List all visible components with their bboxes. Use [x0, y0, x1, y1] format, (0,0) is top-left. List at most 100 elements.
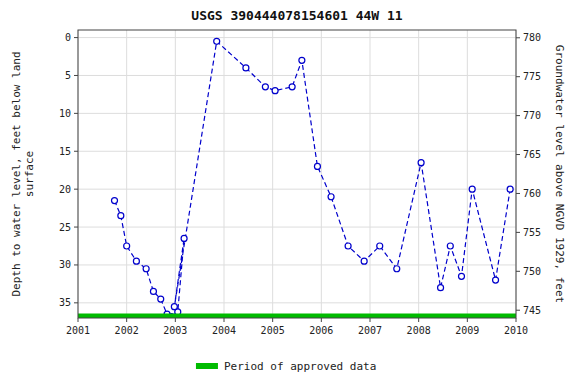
y2-tick-label: 755 [523, 227, 541, 238]
y-tick-label: 15 [59, 146, 71, 157]
y-tick-label: 20 [59, 184, 71, 195]
y-grid-line [78, 227, 516, 228]
data-point [214, 38, 220, 44]
data-point [345, 243, 351, 249]
x-tick [175, 318, 176, 322]
data-point [289, 84, 295, 90]
x-grid-line [272, 30, 273, 318]
y-tick-label: 30 [59, 259, 71, 270]
data-point [418, 160, 424, 166]
y2-tick-label: 745 [523, 305, 541, 316]
y2-tick-label: 770 [523, 110, 541, 121]
x-tick [516, 318, 517, 322]
data-point [314, 163, 320, 169]
legend: Period of approved data [196, 360, 376, 373]
series-line [115, 41, 511, 316]
data-point [112, 198, 118, 204]
data-point [328, 194, 334, 200]
chart: 2001200220032004200520062007200820092010… [0, 0, 576, 384]
y-tick [74, 302, 78, 303]
plot-area [78, 38, 516, 318]
data-point [377, 243, 383, 249]
data-point [124, 243, 130, 249]
y2-tick [516, 115, 520, 116]
y-tick [74, 75, 78, 76]
x-tick [224, 318, 225, 322]
data-point [447, 243, 453, 249]
grid [78, 30, 516, 318]
x-grid-line [370, 30, 371, 318]
y2-axis-label: Groundwater level above NGVD 1929, feet [553, 45, 566, 303]
y-tick-label: 35 [59, 297, 71, 308]
x-grid-line [321, 30, 322, 318]
x-grid-line [126, 30, 127, 318]
data-point [133, 258, 139, 264]
y2-tick-label: 780 [523, 32, 541, 43]
y-tick [74, 189, 78, 190]
y2-tick [516, 154, 520, 155]
y2-tick-label: 760 [523, 188, 541, 199]
x-grid-line [224, 30, 225, 318]
y-grid-line [78, 37, 516, 38]
data-point [243, 65, 249, 71]
legend-swatch [196, 363, 218, 369]
data-point [507, 186, 513, 192]
y2-tick [516, 271, 520, 272]
data-point [272, 88, 278, 94]
x-tick-label: 2002 [115, 325, 139, 336]
x-tick [370, 318, 371, 322]
data-point [118, 213, 124, 219]
y-tick [74, 264, 78, 265]
data-point [171, 304, 177, 310]
y-grid-line [78, 151, 516, 152]
x-tick-label: 2007 [358, 325, 382, 336]
y-tick [74, 151, 78, 152]
y-tick-label: 5 [65, 70, 71, 81]
x-tick [418, 318, 419, 322]
x-tick [272, 318, 273, 322]
data-point [493, 277, 499, 283]
x-tick [78, 318, 79, 322]
x-tick-label: 2001 [66, 325, 90, 336]
data-point [262, 84, 268, 90]
x-tick-label: 2004 [212, 325, 236, 336]
approved-band [78, 314, 516, 319]
y-grid-line [78, 113, 516, 114]
y-grid-line [78, 302, 516, 303]
y2-tick [516, 193, 520, 194]
y-grid-line [78, 189, 516, 190]
y2-tick [516, 310, 520, 311]
title: USGS 390444078154601 44W 11 [191, 8, 402, 23]
y2-tick [516, 232, 520, 233]
x-tick-label: 2005 [261, 325, 285, 336]
data-point [458, 273, 464, 279]
y-axis-label-line: Depth to water level, feet below land [10, 51, 23, 296]
y2-tick-label: 765 [523, 149, 541, 160]
data-point [150, 288, 156, 294]
y-axis-label: Depth to water level, feet below landsur… [10, 51, 36, 296]
y-tick [74, 37, 78, 38]
data-point [361, 258, 367, 264]
data-point [469, 186, 475, 192]
x-tick-label: 2003 [163, 325, 187, 336]
x-tick-label: 2006 [309, 325, 333, 336]
x-tick-label: 2010 [504, 325, 528, 336]
y2-tick-label: 775 [523, 71, 541, 82]
x-tick [467, 318, 468, 322]
plot-frame [78, 30, 516, 318]
y-grid-line [78, 264, 516, 265]
y2-tick-label: 750 [523, 266, 541, 277]
x-tick-label: 2008 [407, 325, 431, 336]
x-tick [126, 318, 127, 322]
axes: 2001200220032004200520062007200820092010… [59, 32, 541, 336]
x-grid-line [418, 30, 419, 318]
y-tick-label: 0 [65, 32, 71, 43]
data-point [158, 296, 164, 302]
y-tick-label: 25 [59, 222, 71, 233]
x-tick-label: 2009 [455, 325, 479, 336]
x-grid-line [175, 30, 176, 318]
data-point [143, 266, 149, 272]
y-tick [74, 113, 78, 114]
x-grid-line [467, 30, 468, 318]
data-point [438, 285, 444, 291]
